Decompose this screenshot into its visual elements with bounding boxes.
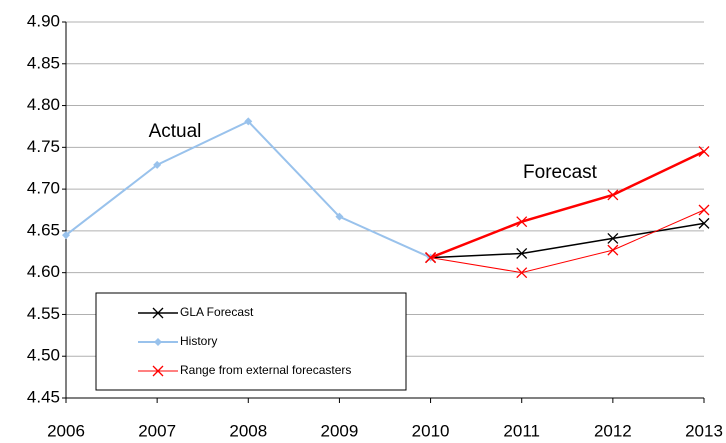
y-tick-label: 4.75 xyxy=(27,137,60,156)
legend-label: GLA Forecast xyxy=(180,305,254,319)
annotation: Actual xyxy=(149,121,202,142)
x-tick-label: 2012 xyxy=(594,421,632,440)
point xyxy=(516,216,528,228)
legend: GLA Forecast History Range from external f… xyxy=(95,292,407,391)
x-tick-label: 2010 xyxy=(412,421,450,440)
point xyxy=(698,146,710,157)
legend-label: History xyxy=(180,334,217,348)
x-tick-label: 2011 xyxy=(503,421,540,440)
y-tick-label: 4.90 xyxy=(27,11,60,30)
legend-label: Range from external forecasters xyxy=(180,363,351,377)
point xyxy=(607,232,619,244)
point xyxy=(335,212,344,221)
y-tick-label: 4.50 xyxy=(27,346,60,365)
y-tick-label: 4.80 xyxy=(27,95,60,114)
annotation: Forecast xyxy=(523,162,598,183)
point xyxy=(516,247,528,259)
legend-marker xyxy=(152,365,164,377)
x-tick-label: 2007 xyxy=(138,421,176,440)
legend-marker xyxy=(152,307,164,319)
series-line xyxy=(430,222,705,259)
x-tick-label: 2013 xyxy=(685,421,723,440)
point xyxy=(244,117,253,126)
y-tick-label: 4.60 xyxy=(27,262,60,281)
point xyxy=(516,267,528,279)
point xyxy=(698,217,710,229)
series-line xyxy=(430,150,705,259)
y-tick-label: 4.85 xyxy=(27,53,60,72)
legend-marker xyxy=(154,338,162,346)
x-tick-label: 2009 xyxy=(321,421,359,440)
point xyxy=(425,252,437,264)
point xyxy=(607,189,619,201)
y-tick-label: 4.70 xyxy=(27,179,60,198)
point xyxy=(607,244,619,256)
point xyxy=(698,204,710,216)
point xyxy=(62,231,70,240)
y-tick-label: 4.55 xyxy=(27,304,60,323)
x-tick-label: 2008 xyxy=(229,421,267,440)
x-tick-label: 2006 xyxy=(47,421,85,440)
y-tick-label: 4.45 xyxy=(27,387,60,406)
y-tick-label: 4.65 xyxy=(27,220,60,239)
series-line xyxy=(430,209,705,274)
point xyxy=(153,160,162,169)
